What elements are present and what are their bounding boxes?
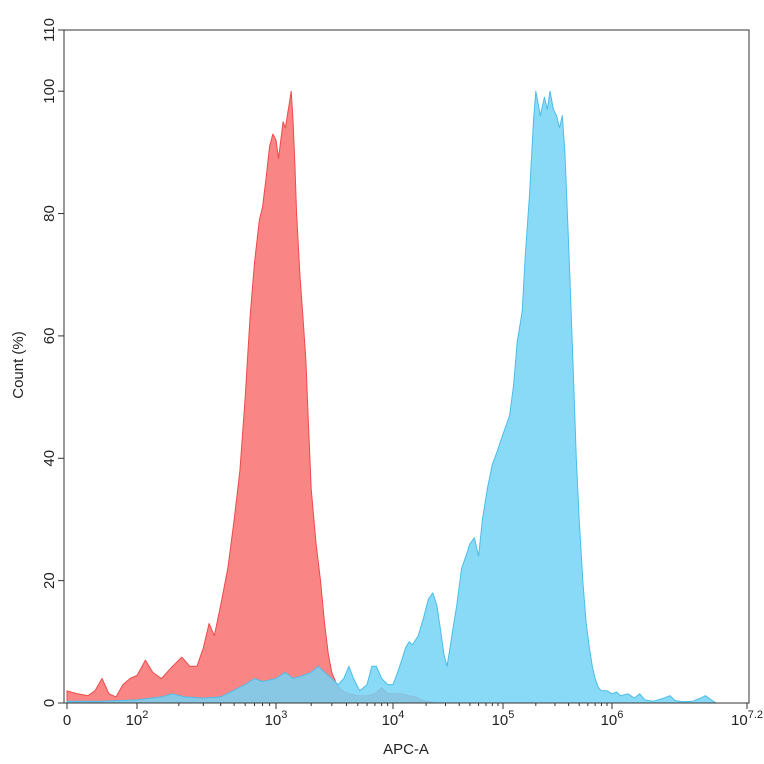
y-tick-label: 80 (41, 205, 58, 222)
plot-frame (63, 29, 750, 704)
x-tick-label: 104 (382, 709, 405, 729)
y-tick-label: 20 (41, 572, 58, 589)
y-tick-label: 40 (41, 450, 58, 467)
plot-area (66, 90, 744, 704)
x-tick-label: 106 (601, 709, 624, 729)
y-tick-label: 100 (41, 79, 58, 104)
y-tick-label: 60 (41, 328, 58, 345)
x-axis-label: APC-A (383, 741, 429, 758)
x-tick-label: 0 (63, 712, 71, 729)
y-tick-label: 0 (41, 699, 58, 707)
y-axis-label: Count (%) (10, 331, 27, 399)
x-tick-label: 105 (492, 709, 515, 729)
y-tick-label: 110 (41, 18, 58, 42)
x-tick-label: 107.2 (731, 709, 763, 729)
x-tick-label: 102 (126, 709, 149, 729)
x-tick-label: 103 (265, 709, 288, 729)
histogram-area-1 (66, 90, 438, 704)
histogram-area-2 (66, 90, 744, 704)
axes: 0 20 40 60 80 100 110 0 102 103 104 105 106 107.2 (41, 18, 763, 729)
